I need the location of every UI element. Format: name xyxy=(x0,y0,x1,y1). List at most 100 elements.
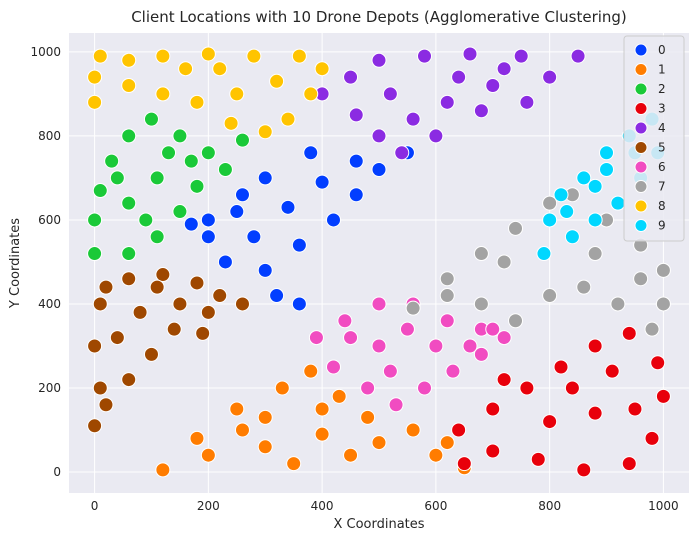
data-point-cluster-2 xyxy=(109,170,125,186)
data-point-cluster-5 xyxy=(92,296,108,312)
plot-background xyxy=(69,33,689,493)
data-point-cluster-0 xyxy=(246,229,262,245)
data-point-cluster-3 xyxy=(655,388,671,404)
legend-label: 5 xyxy=(658,141,666,155)
y-tick-label: 200 xyxy=(38,381,61,395)
data-point-cluster-8 xyxy=(92,48,108,64)
legend-label: 2 xyxy=(658,82,666,96)
data-point-cluster-5 xyxy=(166,321,182,337)
data-point-cluster-4 xyxy=(405,111,421,127)
y-tick-label: 600 xyxy=(38,213,61,227)
data-point-cluster-7 xyxy=(439,288,455,304)
data-point-cluster-7 xyxy=(644,321,660,337)
data-point-cluster-8 xyxy=(178,61,194,77)
data-point-cluster-1 xyxy=(189,430,205,446)
y-tick-label: 400 xyxy=(38,297,61,311)
data-point-cluster-8 xyxy=(200,46,216,62)
data-point-cluster-2 xyxy=(104,153,120,169)
data-point-cluster-2 xyxy=(149,229,165,245)
data-point-cluster-8 xyxy=(212,61,228,77)
data-point-cluster-5 xyxy=(234,296,250,312)
y-tick-label: 800 xyxy=(38,129,61,143)
data-point-cluster-5 xyxy=(172,296,188,312)
data-point-cluster-7 xyxy=(655,296,671,312)
data-point-cluster-6 xyxy=(360,380,376,396)
legend-label: 1 xyxy=(658,63,666,77)
data-point-cluster-1 xyxy=(229,401,245,417)
chart-title: Client Locations with 10 Drone Depots (A… xyxy=(131,8,627,26)
data-point-cluster-3 xyxy=(542,414,558,430)
legend-marker xyxy=(634,102,648,115)
legend-label: 3 xyxy=(658,102,666,116)
data-point-cluster-4 xyxy=(513,48,529,64)
data-point-cluster-8 xyxy=(121,78,137,94)
data-point-cluster-4 xyxy=(462,46,478,62)
data-point-cluster-6 xyxy=(343,330,359,346)
x-tick-label: 400 xyxy=(311,499,334,513)
data-point-cluster-6 xyxy=(371,338,387,354)
data-point-cluster-3 xyxy=(650,355,666,371)
data-point-cluster-0 xyxy=(217,254,233,270)
data-point-cluster-4 xyxy=(348,107,364,123)
data-point-cluster-0 xyxy=(280,199,296,215)
y-tick-label: 1000 xyxy=(30,45,61,59)
data-point-cluster-0 xyxy=(303,145,319,161)
data-point-cluster-3 xyxy=(621,325,637,341)
data-point-cluster-7 xyxy=(633,271,649,287)
data-point-cluster-7 xyxy=(473,296,489,312)
legend: 0 1 2 3 4 5 6 7 8 9 xyxy=(623,35,685,242)
x-tick-label: 0 xyxy=(91,499,99,513)
data-point-cluster-8 xyxy=(223,115,239,131)
data-point-cluster-4 xyxy=(439,94,455,110)
data-point-cluster-1 xyxy=(405,422,421,438)
data-point-cluster-8 xyxy=(257,124,273,140)
data-point-cluster-3 xyxy=(519,380,535,396)
legend-marker xyxy=(634,199,648,213)
data-point-cluster-7 xyxy=(405,300,421,316)
data-point-cluster-5 xyxy=(121,372,137,388)
data-point-cluster-4 xyxy=(485,78,501,94)
data-point-cluster-4 xyxy=(417,48,433,64)
data-point-cluster-9 xyxy=(587,178,603,194)
legend-label: 6 xyxy=(658,160,666,174)
data-point-cluster-3 xyxy=(644,430,660,446)
data-point-cluster-1 xyxy=(303,363,319,379)
data-point-cluster-1 xyxy=(274,380,290,396)
data-point-cluster-4 xyxy=(570,48,586,64)
data-point-cluster-7 xyxy=(542,288,558,304)
data-point-cluster-9 xyxy=(599,162,615,178)
data-point-cluster-2 xyxy=(217,162,233,178)
data-point-cluster-9 xyxy=(564,229,580,245)
data-point-cluster-0 xyxy=(183,216,199,232)
data-point-cluster-2 xyxy=(234,132,250,148)
data-point-cluster-4 xyxy=(519,94,535,110)
data-point-cluster-2 xyxy=(92,183,108,199)
data-point-cluster-7 xyxy=(587,246,603,262)
data-point-cluster-7 xyxy=(508,313,524,329)
data-point-cluster-3 xyxy=(604,363,620,379)
data-point-cluster-9 xyxy=(542,212,558,228)
data-point-cluster-5 xyxy=(92,380,108,396)
data-point-cluster-6 xyxy=(325,359,341,375)
data-point-cluster-7 xyxy=(473,246,489,262)
data-point-cluster-7 xyxy=(439,271,455,287)
data-point-cluster-3 xyxy=(530,451,546,467)
data-point-cluster-9 xyxy=(587,212,603,228)
data-point-cluster-6 xyxy=(428,338,444,354)
data-point-cluster-7 xyxy=(542,195,558,211)
data-point-cluster-2 xyxy=(149,170,165,186)
data-point-cluster-4 xyxy=(496,61,512,77)
data-point-cluster-0 xyxy=(269,288,285,304)
data-point-cluster-7 xyxy=(576,279,592,295)
data-point-cluster-0 xyxy=(291,296,307,312)
data-point-cluster-6 xyxy=(382,363,398,379)
data-point-cluster-6 xyxy=(462,338,478,354)
data-point-cluster-6 xyxy=(485,321,501,337)
data-point-cluster-8 xyxy=(246,48,262,64)
legend-marker xyxy=(634,180,648,193)
data-point-cluster-3 xyxy=(564,380,580,396)
data-point-cluster-1 xyxy=(200,447,216,463)
data-point-cluster-3 xyxy=(496,372,512,388)
data-point-cluster-0 xyxy=(200,212,216,228)
